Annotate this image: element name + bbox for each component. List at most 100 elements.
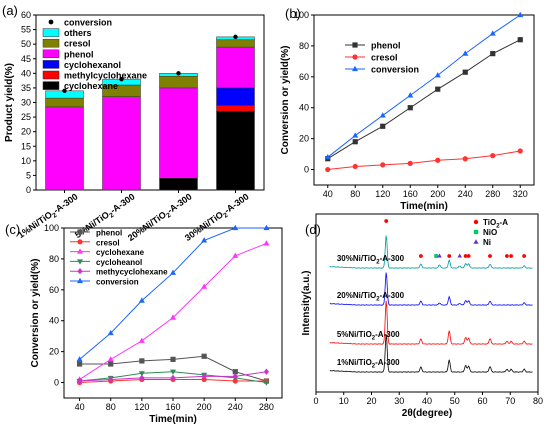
legend-label: cresol bbox=[96, 238, 120, 247]
data-point bbox=[170, 369, 176, 375]
phase-marker bbox=[384, 219, 389, 223]
conversion-point bbox=[119, 76, 124, 82]
y-tick-label: 15 bbox=[21, 141, 31, 151]
legend-label: cresol bbox=[371, 53, 398, 63]
data-point bbox=[138, 297, 145, 303]
y-tick-label: 40 bbox=[21, 68, 31, 78]
y-tick-label: 35 bbox=[21, 83, 31, 93]
xrd-pattern bbox=[329, 235, 533, 269]
data-point bbox=[380, 162, 386, 168]
phase-marker bbox=[447, 254, 452, 258]
panel-d: 0 10 20 30 40 50 60 70 80 2θ(degree) Intensity(a.u… bbox=[301, 213, 543, 419]
data-point bbox=[352, 139, 358, 145]
x-tick-label: 120 bbox=[134, 402, 149, 412]
legend-label: conversion bbox=[371, 65, 419, 75]
data-point bbox=[232, 252, 239, 258]
data-point bbox=[232, 369, 238, 375]
data-point bbox=[170, 356, 176, 362]
data-point bbox=[517, 148, 523, 154]
x-tick-label: 1%Ni/TiO2-A-300 bbox=[16, 191, 81, 242]
legend-swatch bbox=[42, 49, 60, 59]
legend-label: methycyclohexane bbox=[96, 268, 168, 277]
legend-marker bbox=[473, 229, 479, 235]
y-tick-label: 60 bbox=[299, 72, 309, 82]
bar-segment bbox=[159, 87, 198, 179]
x-tick-label: 240 bbox=[458, 189, 473, 199]
phase-marker bbox=[466, 254, 471, 258]
data-point bbox=[407, 160, 413, 166]
x-tick-label: 10 bbox=[339, 396, 349, 406]
data-point bbox=[263, 224, 270, 231]
panel-label: (c) bbox=[5, 222, 20, 237]
y-tick-label: 60 bbox=[21, 10, 31, 20]
data-point bbox=[139, 374, 145, 382]
x-tick-label: 200 bbox=[430, 189, 445, 199]
x-tick-label: 60 bbox=[477, 396, 487, 406]
y-axis-label: Intensity(a.u.) bbox=[301, 270, 312, 335]
y-axis-label: Conversion or yield(%) bbox=[30, 259, 41, 368]
legend-marker bbox=[473, 219, 479, 225]
legend-swatch bbox=[42, 28, 60, 37]
data-point bbox=[76, 356, 83, 362]
data-point bbox=[170, 374, 176, 382]
bar-segment bbox=[216, 105, 255, 112]
data-point bbox=[139, 358, 145, 364]
legend-label: NiO bbox=[483, 228, 497, 237]
x-axis-label: 2θ(degree) bbox=[402, 408, 452, 419]
y-tick-label: 0 bbox=[26, 185, 31, 195]
y-tick-label: 20 bbox=[49, 347, 59, 357]
x-tick-label: 120 bbox=[375, 189, 390, 199]
panel-b: 40 80 120 160 200 240 280 320 0 20 40 60 80 100 Time(m… bbox=[280, 6, 535, 212]
x-tick-label: 40 bbox=[422, 396, 432, 406]
y-tick-label: 25 bbox=[21, 112, 31, 122]
x-tick-label: 160 bbox=[165, 402, 180, 412]
data-point bbox=[108, 376, 114, 383]
legend-label: methylcyclohexane bbox=[64, 71, 147, 81]
legend-label: cyclohexane bbox=[64, 81, 118, 91]
x-tick-label: 160 bbox=[403, 189, 418, 199]
data-point bbox=[201, 373, 207, 380]
x-tick-label: 80 bbox=[350, 189, 360, 199]
pattern-label: 1%Ni/TiO2-A-300 bbox=[337, 358, 400, 370]
legend-marker bbox=[352, 54, 358, 60]
data-point bbox=[324, 153, 331, 160]
legend-marker bbox=[77, 229, 83, 235]
data-point bbox=[517, 11, 524, 18]
y-tick-label: 40 bbox=[49, 316, 59, 326]
bar-segment bbox=[45, 97, 84, 108]
x-tick-label: 240 bbox=[228, 402, 243, 412]
plot-frame bbox=[313, 14, 535, 186]
legend-label: conversion bbox=[64, 18, 112, 28]
phase-marker bbox=[505, 254, 509, 258]
y-tick-label: 60 bbox=[49, 285, 59, 295]
data-point bbox=[435, 157, 441, 163]
y-tick-label: 5 bbox=[26, 170, 31, 180]
y-tick-label: 0 bbox=[54, 378, 59, 388]
x-tick-label: 50 bbox=[450, 396, 460, 406]
y-tick-label: 20 bbox=[299, 134, 309, 144]
data-point bbox=[138, 337, 145, 343]
legend-label: Ni bbox=[483, 238, 491, 247]
data-point bbox=[462, 69, 468, 75]
data-point bbox=[201, 283, 208, 289]
x-tick-label: 80 bbox=[106, 402, 116, 412]
data-point bbox=[462, 156, 468, 162]
data-point bbox=[263, 240, 270, 246]
legend-marker bbox=[352, 42, 358, 48]
legend-label: cyclohexanol bbox=[64, 60, 121, 70]
xrd-pattern bbox=[329, 334, 533, 373]
series-line bbox=[327, 14, 521, 158]
bar-segment bbox=[216, 46, 255, 89]
legend-swatch bbox=[42, 70, 60, 80]
legend-label: cycloheanol bbox=[96, 258, 142, 267]
bar-segment bbox=[216, 111, 255, 191]
legend-marker bbox=[77, 268, 83, 275]
conversion-point bbox=[62, 88, 67, 94]
data-point bbox=[107, 329, 114, 336]
legend-swatch bbox=[42, 38, 60, 48]
bar-segment bbox=[216, 87, 255, 106]
legend-marker bbox=[48, 19, 54, 25]
data-point bbox=[352, 163, 358, 170]
data-point bbox=[352, 132, 359, 138]
phase-marker bbox=[488, 254, 492, 258]
